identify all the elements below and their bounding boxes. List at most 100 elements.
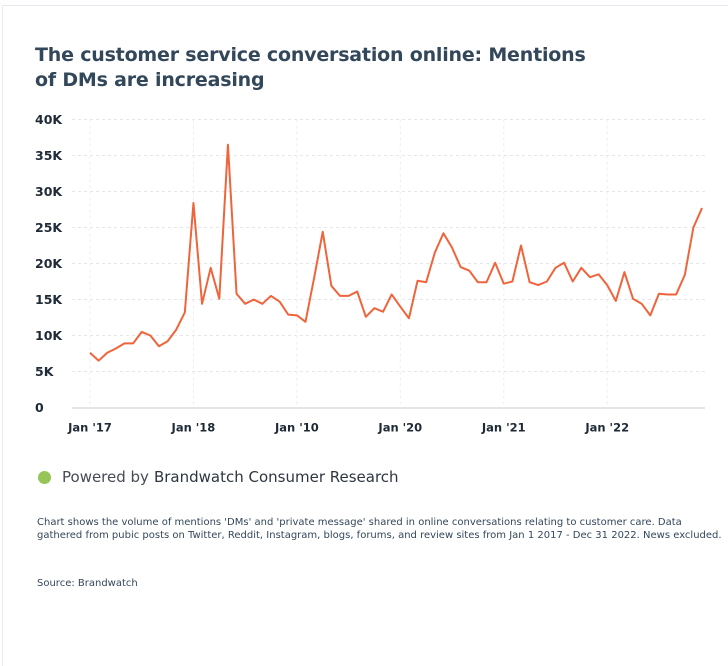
data-point[interactable] [251, 297, 257, 303]
data-point[interactable] [673, 291, 679, 297]
chart-title: The customer service conversation online… [35, 44, 586, 91]
data-point[interactable] [259, 301, 265, 307]
data-point[interactable] [389, 291, 395, 297]
data-point[interactable] [363, 314, 369, 320]
data-point[interactable] [346, 293, 352, 299]
data-point[interactable] [578, 265, 584, 271]
data-point[interactable] [475, 279, 481, 285]
data-point[interactable] [466, 268, 472, 274]
data-point[interactable] [665, 291, 671, 297]
data-point[interactable] [639, 301, 645, 307]
y-axis-ticks: 0 5K 10K 15K 20K 25K 30K 35K 40K [35, 112, 63, 415]
y-tick-label: 30K [35, 184, 63, 199]
legend-dot-icon [38, 470, 51, 484]
data-point[interactable] [173, 327, 179, 333]
y-tick-label: 20K [35, 256, 63, 271]
data-point[interactable] [699, 205, 705, 211]
data-point[interactable] [104, 350, 110, 356]
data-point[interactable] [587, 274, 593, 280]
data-point[interactable] [604, 282, 610, 288]
data-point[interactable] [328, 283, 334, 289]
y-tick-label: 10K [35, 328, 63, 343]
x-tick-label: Jan '22 [584, 421, 629, 435]
data-point[interactable] [294, 312, 300, 318]
data-point[interactable] [147, 333, 153, 339]
data-point[interactable] [630, 296, 636, 302]
y-tick-label: 5K [35, 364, 55, 379]
data-point[interactable] [156, 343, 162, 349]
data-point[interactable] [656, 291, 662, 297]
data-point[interactable] [535, 282, 541, 288]
data-point[interactable] [277, 299, 283, 305]
legend: Powered by Brandwatch Consumer Research [38, 468, 399, 486]
data-point[interactable] [570, 279, 576, 285]
data-point[interactable] [113, 345, 119, 351]
data-point[interactable] [242, 301, 248, 307]
x-axis-ticks: Jan '17 Jan '18 Jan '10 Jan '20 Jan '21 Jan '… [67, 421, 629, 435]
data-point[interactable] [501, 281, 507, 287]
data-point[interactable] [449, 245, 455, 251]
data-point[interactable] [440, 230, 446, 236]
x-tick-label: Jan '21 [481, 421, 526, 435]
data-point[interactable] [165, 338, 171, 344]
data-point[interactable] [458, 264, 464, 270]
y-tick-label: 0 [35, 400, 44, 415]
data-point[interactable] [492, 260, 498, 266]
data-point[interactable] [354, 289, 360, 295]
y-tick-label: 25K [35, 220, 63, 235]
data-point[interactable] [484, 279, 490, 285]
x-tick-label: Jan '18 [171, 421, 216, 435]
data-point[interactable] [216, 296, 222, 302]
data-point[interactable] [544, 279, 550, 285]
data-point[interactable] [682, 272, 688, 278]
data-point[interactable] [613, 298, 619, 304]
legend-brand: Brandwatch Consumer Research [153, 468, 399, 486]
data-point[interactable] [234, 291, 240, 297]
data-point[interactable] [552, 265, 558, 271]
x-tick-label: Jan '10 [274, 421, 319, 435]
data-point[interactable] [320, 229, 326, 235]
chart-note: Chart shows the volume of mentions 'DMs'… [37, 517, 722, 541]
vertical-gridlines [89, 119, 608, 408]
x-tick-label: Jan '17 [67, 421, 112, 435]
chart-source: Source: Brandwatch [37, 578, 138, 589]
data-point[interactable] [311, 275, 317, 281]
data-point[interactable] [268, 293, 274, 299]
data-point[interactable] [190, 200, 196, 206]
y-tick-label: 40K [35, 112, 63, 127]
data-points [87, 142, 705, 364]
data-point[interactable] [423, 279, 429, 285]
data-point[interactable] [303, 319, 309, 325]
data-point[interactable] [208, 265, 214, 271]
horizontal-gridlines [72, 119, 705, 372]
data-point[interactable] [406, 315, 412, 321]
data-point[interactable] [647, 312, 653, 318]
data-point[interactable] [432, 250, 438, 256]
data-point[interactable] [96, 358, 102, 364]
data-point[interactable] [561, 260, 567, 266]
data-point[interactable] [130, 340, 136, 346]
x-tick-label: Jan '20 [377, 421, 422, 435]
y-tick-label: 15K [35, 292, 63, 307]
data-point[interactable] [337, 293, 343, 299]
data-point[interactable] [139, 329, 145, 335]
data-point[interactable] [509, 279, 515, 285]
data-point[interactable] [225, 142, 231, 148]
data-point[interactable] [518, 243, 524, 249]
series-line-mentions[interactable] [89, 143, 703, 362]
legend-prefix: Powered by [62, 468, 149, 486]
data-point[interactable] [199, 301, 205, 307]
data-point[interactable] [415, 278, 421, 284]
data-point[interactable] [690, 225, 696, 231]
data-point[interactable] [182, 309, 188, 315]
data-point[interactable] [380, 309, 386, 315]
data-point[interactable] [371, 305, 377, 311]
data-point[interactable] [121, 340, 127, 346]
data-point[interactable] [596, 271, 602, 277]
data-point[interactable] [527, 279, 533, 285]
data-point[interactable] [621, 269, 627, 275]
data-point[interactable] [397, 304, 403, 310]
data-point[interactable] [285, 312, 291, 318]
data-point[interactable] [87, 350, 93, 356]
